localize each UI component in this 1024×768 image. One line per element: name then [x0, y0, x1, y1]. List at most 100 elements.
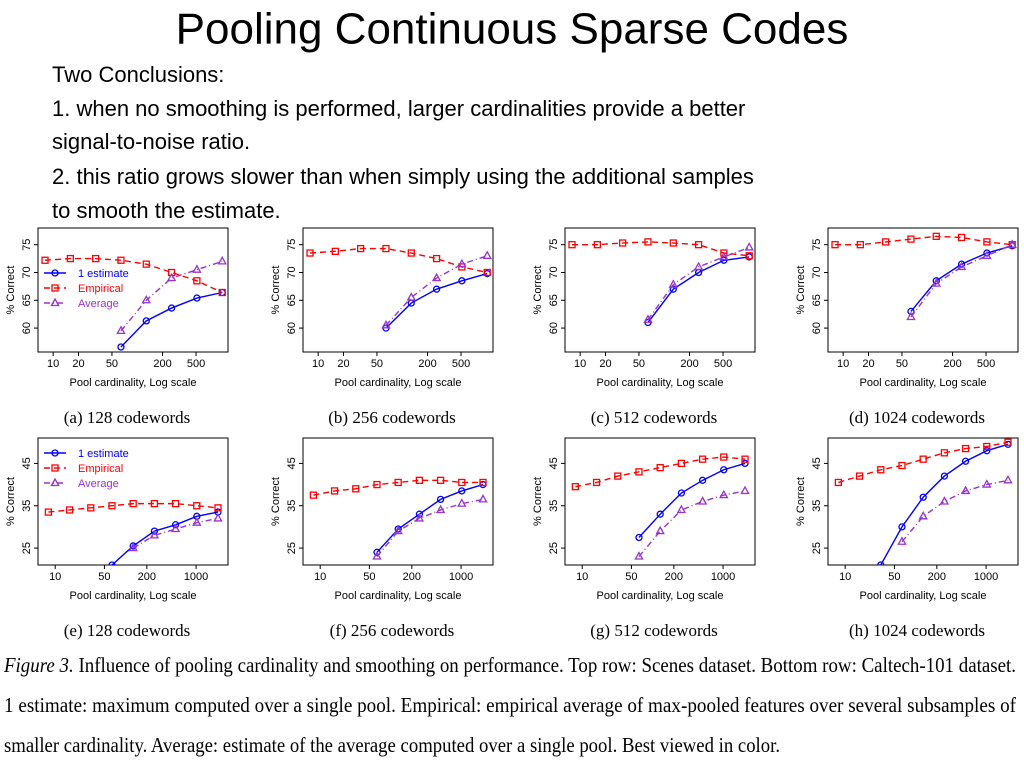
plot-area	[309, 476, 488, 560]
marker-square	[394, 478, 402, 487]
marker-triangle	[192, 517, 202, 526]
y-tick-label: 65	[811, 294, 823, 306]
series-line	[313, 479, 483, 496]
y-axis-label: % Correct	[532, 477, 544, 526]
marker-square	[436, 476, 445, 484]
x-tick-label: 200	[928, 571, 946, 583]
legend-label: Empirical	[78, 283, 123, 295]
y-axis-label: % Correct	[795, 477, 807, 526]
marker-square	[407, 249, 415, 257]
marker-square	[142, 260, 150, 268]
x-axis-label: Pool cardinality, Log scale	[597, 590, 724, 602]
plot-frame	[302, 437, 494, 566]
marker-square	[694, 241, 703, 249]
legend-label: Average	[78, 478, 119, 490]
marker-square	[720, 249, 728, 257]
y-axis-label: % Correct	[5, 266, 17, 315]
marker-triangle	[719, 489, 729, 499]
marker-square	[309, 491, 318, 499]
y-tick-label: 35	[548, 500, 560, 512]
x-tick-label: 20	[337, 358, 349, 370]
plot-frame	[302, 227, 494, 353]
chart-caption: (b) 256 codewords	[328, 408, 455, 427]
x-tick-label: 10	[314, 571, 326, 583]
marker-circle	[698, 476, 707, 484]
marker-square	[618, 239, 627, 247]
series-line	[120, 291, 223, 348]
marker-square	[961, 444, 970, 453]
chart: 10 20 50 200 500 60 65 70 75 Pool cardinality, Lo…	[532, 227, 756, 427]
marker-triangle	[128, 542, 138, 552]
marker-triangle	[693, 261, 704, 271]
marker-triangle	[116, 325, 126, 335]
marker-circle	[720, 256, 728, 264]
series-line	[910, 245, 1013, 312]
legend-label: 1 estimate	[78, 268, 129, 280]
chart: 10 20 50 200 500 60 65 70 75 Pool cardinality, Lo…	[270, 227, 494, 427]
caption-line: Figure 3. Influence of pooling cardinali…	[3, 653, 1016, 677]
marker-square	[483, 268, 491, 277]
marker-square	[167, 268, 176, 277]
plot-area	[571, 453, 750, 560]
y-axis-label: % Correct	[5, 477, 17, 526]
marker-square	[91, 254, 100, 263]
plot-area	[41, 254, 227, 351]
marker-circle	[983, 249, 991, 257]
marker-triangle	[431, 272, 442, 282]
marker-square	[571, 483, 580, 491]
y-tick-label: 35	[811, 500, 823, 512]
chart: 10 20 50 200 500 60 65 70 75 Pool cardinality, Lo…	[795, 227, 1019, 427]
marker-triangle	[166, 272, 177, 282]
figure-caption: Figure 3. Influence of pooling cardinali…	[3, 653, 1016, 757]
plot-area	[834, 438, 1013, 565]
marker-square	[834, 478, 843, 487]
marker-triangle	[414, 513, 425, 522]
conclusion-line: 1. when no smoothing is performed, large…	[52, 96, 745, 121]
series-line	[575, 456, 746, 488]
marker-triangle	[1003, 474, 1013, 484]
x-tick-label: 20	[862, 358, 874, 370]
plot-frame	[37, 227, 229, 353]
y-tick-label: 25	[21, 542, 33, 554]
x-tick-label: 50	[888, 571, 900, 583]
y-tick-label: 75	[548, 239, 560, 251]
marker-triangle	[960, 485, 971, 495]
plot-area	[568, 238, 754, 327]
x-tick-label: 1000	[184, 571, 208, 583]
marker-triangle	[478, 494, 488, 503]
marker-triangle	[982, 250, 992, 259]
marker-triangle	[372, 551, 382, 560]
marker-square	[1004, 438, 1012, 446]
marker-triangle	[1007, 239, 1017, 248]
caption-line: 1 estimate: maximum computed over a sing…	[4, 693, 1016, 717]
x-tick-label: 1000	[449, 571, 473, 583]
marker-triangle	[482, 250, 492, 259]
y-axis-label: % Correct	[795, 266, 807, 315]
plot-frame	[564, 227, 756, 353]
marker-square	[129, 499, 137, 508]
marker-square	[432, 254, 441, 263]
x-tick-label: 50	[98, 571, 110, 583]
marker-square	[881, 238, 890, 246]
x-tick-label: 50	[106, 358, 118, 370]
conclusion-line: Two Conclusions:	[52, 62, 224, 87]
marker-square	[745, 252, 753, 260]
marker-square	[877, 466, 885, 474]
chart-caption: (g) 512 codewords	[590, 621, 717, 640]
x-axis-label: Pool cardinality, Log scale	[335, 590, 462, 602]
marker-circle	[458, 277, 466, 285]
chart-caption: (f) 256 codewords	[330, 621, 455, 640]
marker-square	[741, 455, 749, 463]
marker-circle	[919, 493, 927, 501]
marker-square	[831, 241, 839, 249]
marker-square	[898, 461, 906, 470]
series-line	[48, 502, 219, 513]
marker-circle	[436, 495, 445, 504]
marker-square	[117, 256, 125, 264]
chart-caption: (c) 512 codewords	[591, 408, 718, 427]
x-tick-label: 10	[576, 571, 588, 583]
marker-square	[635, 468, 643, 476]
marker-square	[330, 487, 339, 495]
marker-triangle	[655, 525, 665, 535]
